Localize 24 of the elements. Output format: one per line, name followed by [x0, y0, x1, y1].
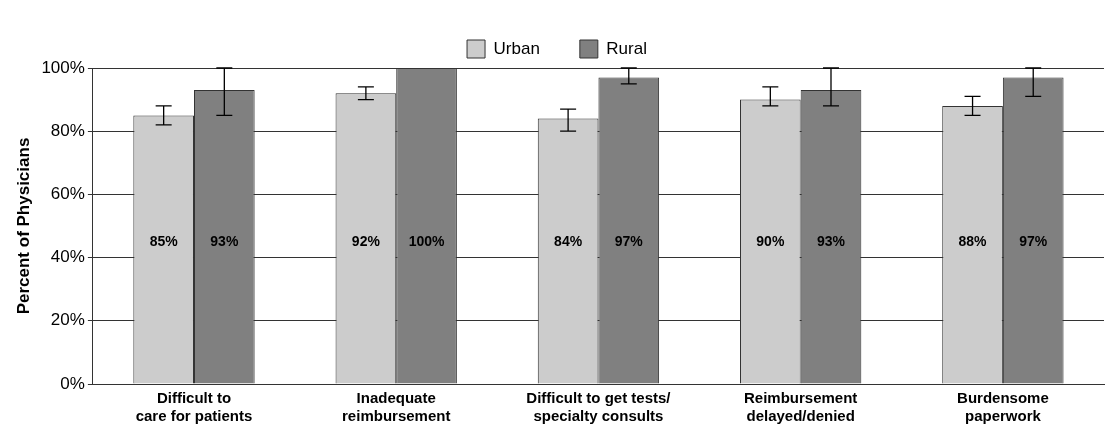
data-label: 97%	[1019, 232, 1048, 249]
legend-label: Urban	[493, 38, 540, 58]
y-tick-label: 0%	[60, 373, 85, 393]
data-label: 92%	[351, 232, 381, 249]
y-axis-title: Percent of Physicians	[13, 137, 33, 315]
y-tick-label: 100%	[41, 57, 85, 77]
y-tick-label: 20%	[50, 310, 85, 330]
x-tick-label: Difficult to care for patients	[135, 389, 253, 425]
y-tick-label: 60%	[50, 184, 85, 204]
data-label: 84%	[554, 232, 583, 249]
x-tick-label: Burdensome paperwork	[957, 389, 1049, 425]
x-tick-label: Inadequate reimbursement	[342, 389, 451, 425]
data-label: 88%	[958, 232, 988, 249]
y-tick-label: 40%	[50, 247, 85, 267]
data-label: 93%	[816, 232, 846, 249]
data-label: 85%	[149, 232, 179, 249]
data-label: 97%	[614, 232, 644, 249]
data-label: 90%	[756, 232, 785, 249]
x-tick-label: Reimbursement delayed/denied	[743, 389, 858, 425]
data-label: 100%	[408, 232, 445, 249]
legend-label: Rural	[606, 38, 647, 58]
y-tick-label: 80%	[50, 120, 85, 140]
data-label: 93%	[210, 232, 239, 249]
x-tick-label: Difficult to get tests/ specialty consults	[526, 389, 672, 425]
